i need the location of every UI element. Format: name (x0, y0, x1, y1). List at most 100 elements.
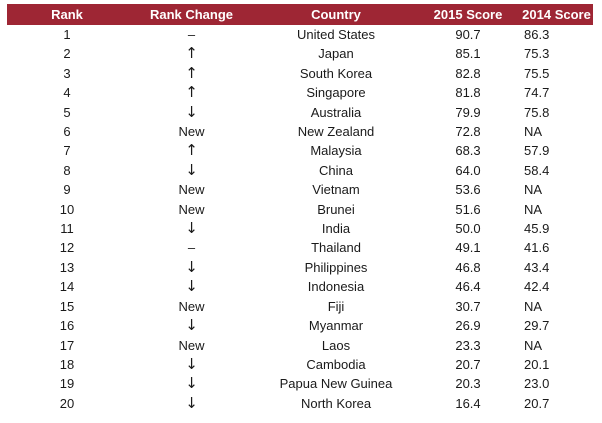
country-cell: Cambodia (306, 356, 366, 372)
table-row: 3 ↑ South Korea 82.8 75.5 (7, 64, 593, 83)
table-row: 16 ↓ Myanmar 26.9 29.7 (7, 316, 593, 335)
table-row: 5 ↓ Australia 79.9 75.8 (7, 103, 593, 122)
header-2014-score: 2014 Score (522, 7, 591, 22)
country-cell: Myanmar (308, 318, 364, 334)
score-2014-cell: 57.9 (524, 143, 550, 159)
score-2014-cell: 75.5 (524, 65, 550, 81)
rank-cell: 12 (59, 240, 75, 256)
rank-change-cell: New (127, 336, 256, 355)
score-2014-cell: 86.3 (524, 27, 550, 42)
new-label: New (178, 201, 205, 217)
rank-cell: 17 (59, 337, 75, 353)
score-2015-cell: 79.9 (455, 104, 481, 120)
rank-change-cell: ↓ (127, 258, 256, 277)
score-2015-cell: 53.6 (455, 182, 481, 198)
table-body: 1 – United States 90.7 86.3 2 ↑ Japan 85.1 75.3 3 ↑… (7, 25, 593, 413)
rank-change-cell: ↑ (127, 44, 256, 63)
arrow-up-icon: ↑ (185, 141, 198, 160)
score-2015-cell: 72.8 (455, 124, 481, 140)
score-2015-cell: 50.0 (455, 221, 481, 237)
rank-cell: 5 (63, 104, 71, 120)
table-row: 14 ↓ Indonesia 46.4 42.4 (7, 277, 593, 296)
country-cell: China (319, 162, 353, 178)
score-2014-cell: 43.4 (524, 259, 550, 275)
table-row: 20 ↓ North Korea 16.4 20.7 (7, 394, 593, 413)
score-2014-cell: 74.7 (524, 85, 550, 101)
score-2015-cell: 51.6 (455, 201, 481, 217)
rank-change-cell: ↓ (127, 277, 256, 296)
new-label: New (178, 298, 205, 314)
score-2015-cell: 49.1 (455, 240, 481, 256)
header-rank-change: Rank Change (149, 7, 234, 22)
table-row: 2 ↑ Japan 85.1 75.3 (7, 44, 593, 63)
table-row: 13 ↓ Philippines 46.8 43.4 (7, 258, 593, 277)
dash-icon: – (187, 240, 196, 256)
country-cell: North Korea (300, 395, 372, 411)
rank-change-cell: ↓ (127, 219, 256, 238)
table-row: 18 ↓ Cambodia 20.7 20.1 (7, 355, 593, 374)
country-cell: Australia (310, 104, 362, 120)
table-row: 19 ↓ Papua New Guinea 20.3 23.0 (7, 374, 593, 393)
rank-change-cell: – (127, 25, 256, 44)
country-cell: Thailand (311, 240, 361, 256)
rank-change-cell: ↓ (127, 394, 256, 413)
arrow-down-icon: ↓ (185, 354, 198, 373)
table-row: 7 ↑ Malaysia 68.3 57.9 (7, 141, 593, 160)
rank-cell: 3 (63, 65, 71, 81)
score-2015-cell: 64.0 (455, 162, 481, 178)
country-cell: Laos (321, 337, 351, 353)
country-cell: Philippines (304, 259, 368, 275)
score-2015-cell: 46.4 (455, 279, 481, 295)
arrow-down-icon: ↓ (185, 316, 198, 335)
arrow-down-icon: ↓ (185, 257, 198, 276)
score-2014-cell: 20.1 (524, 356, 550, 372)
rank-change-cell: ↓ (127, 161, 256, 180)
country-cell: South Korea (299, 65, 373, 81)
rank-cell: 18 (59, 356, 75, 372)
score-2015-cell: 68.3 (455, 143, 481, 159)
rank-cell: 14 (59, 279, 75, 295)
rank-cell: 7 (63, 143, 71, 159)
table-row: 17 New Laos 23.3 NA (7, 336, 593, 355)
header-row: Rank Rank Change Country 2015 Score 2014… (7, 4, 593, 25)
ranking-table: Rank Rank Change Country 2015 Score 2014… (7, 4, 593, 413)
score-2014-cell: 75.8 (524, 104, 550, 120)
rank-change-cell: New (127, 297, 256, 316)
rank-change-cell: ↑ (127, 141, 256, 160)
rank-change-cell: ↓ (127, 374, 256, 393)
country-cell: Singapore (306, 85, 366, 101)
header-country: Country (311, 7, 361, 22)
score-2014-cell: NA (524, 182, 543, 198)
score-2015-cell: 30.7 (455, 298, 481, 314)
country-cell: Papua New Guinea (279, 376, 393, 392)
score-2014-cell: 45.9 (524, 221, 550, 237)
rank-cell: 16 (59, 318, 75, 334)
score-2015-cell: 20.7 (455, 356, 481, 372)
score-2014-cell: 23.0 (524, 376, 550, 392)
rank-cell: 1 (63, 27, 71, 42)
table-row: 1 – United States 90.7 86.3 (7, 25, 593, 44)
rank-change-cell: ↑ (127, 64, 256, 83)
rank-cell: 9 (63, 182, 71, 198)
score-2014-cell: NA (524, 298, 543, 314)
rank-cell: 2 (63, 46, 71, 62)
score-2014-cell: 75.3 (524, 46, 550, 62)
score-2014-cell: NA (524, 337, 543, 353)
rank-cell: 20 (59, 395, 75, 411)
rank-change-cell: New (127, 180, 256, 199)
score-2015-cell: 85.1 (455, 46, 481, 62)
rank-cell: 13 (59, 259, 75, 275)
score-2015-cell: 46.8 (455, 259, 481, 275)
rank-change-cell: ↓ (127, 355, 256, 374)
country-cell: United States (296, 27, 376, 42)
arrow-up-icon: ↑ (185, 83, 198, 102)
score-2015-cell: 90.7 (455, 27, 481, 42)
table-row: 9 New Vietnam 53.6 NA (7, 180, 593, 199)
table-row: 10 New Brunei 51.6 NA (7, 200, 593, 219)
country-cell: Brunei (317, 201, 355, 217)
table-row: 6 New New Zealand 72.8 NA (7, 122, 593, 141)
arrow-down-icon: ↓ (185, 160, 198, 179)
country-cell: Fiji (327, 298, 345, 314)
table-row: 15 New Fiji 30.7 NA (7, 297, 593, 316)
rank-change-cell: New (127, 122, 256, 141)
